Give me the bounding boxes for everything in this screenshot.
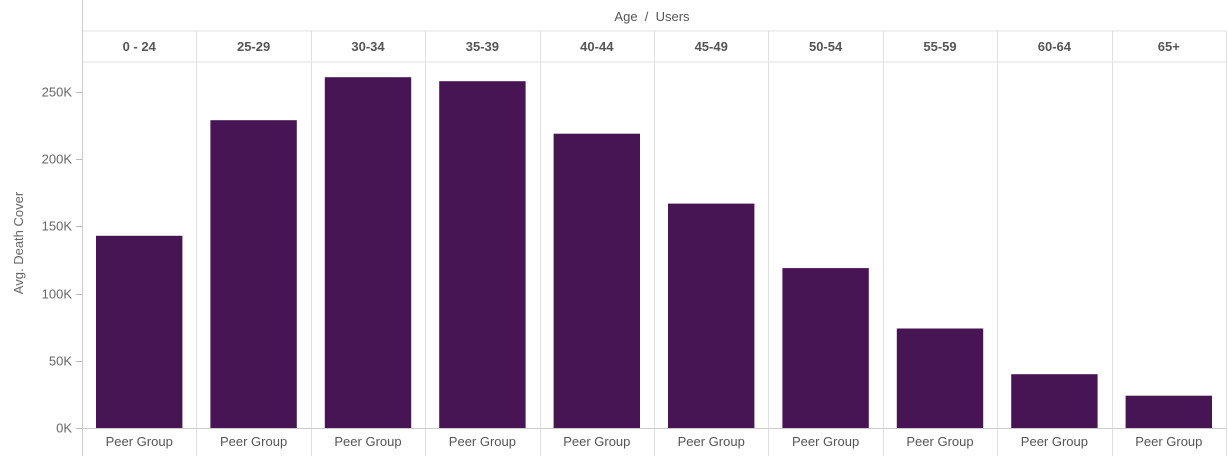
x-tick-label: Peer Group — [678, 434, 745, 449]
x-tick-label: Peer Group — [792, 434, 859, 449]
x-tick-label: Peer Group — [334, 434, 401, 449]
y-tick-label: 100K — [42, 287, 73, 302]
bar — [96, 235, 183, 428]
bars — [96, 77, 1212, 428]
gridlines — [76, 0, 1227, 456]
y-tick-label: 250K — [42, 85, 73, 100]
header-title: Age / Users — [614, 9, 690, 24]
bar — [896, 328, 984, 428]
category-header-label: 50-54 — [809, 39, 843, 54]
bar — [324, 77, 412, 428]
x-tick-label: Peer Group — [1021, 434, 1088, 449]
category-header-label: 65+ — [1158, 39, 1180, 54]
category-header-label: 30-34 — [351, 39, 385, 54]
x-tick-label: Peer Group — [563, 434, 630, 449]
bar — [439, 81, 526, 428]
bar — [210, 120, 297, 428]
x-tick-label: Peer Group — [106, 434, 173, 449]
bar — [782, 268, 869, 428]
y-tick-label: 200K — [42, 152, 73, 167]
x-tick-label: Peer Group — [449, 434, 516, 449]
category-header-label: 25-29 — [237, 39, 270, 54]
category-header-label: 55-59 — [923, 39, 956, 54]
x-tick-label: Peer Group — [1135, 434, 1202, 449]
axis-labels: 0K 50K 100K 150K 200K 250K 0 - 24 Peer Group 25-… — [42, 39, 1203, 449]
category-header-label: 0 - 24 — [123, 39, 157, 54]
category-header-label: 45-49 — [695, 39, 728, 54]
y-axis-label: Avg. Death Cover — [11, 191, 26, 294]
category-header-label: 35-39 — [466, 39, 499, 54]
x-tick-label: Peer Group — [906, 434, 973, 449]
bar — [553, 133, 640, 428]
x-tick-label: Peer Group — [220, 434, 287, 449]
y-tick-label: 0K — [56, 421, 72, 436]
bar — [668, 203, 755, 428]
category-header-label: 40-44 — [580, 39, 614, 54]
y-tick-label: 150K — [42, 219, 73, 234]
bar — [1125, 395, 1212, 428]
y-tick-label: 50K — [49, 354, 72, 369]
category-header-label: 60-64 — [1038, 39, 1072, 54]
bar — [1011, 374, 1098, 428]
